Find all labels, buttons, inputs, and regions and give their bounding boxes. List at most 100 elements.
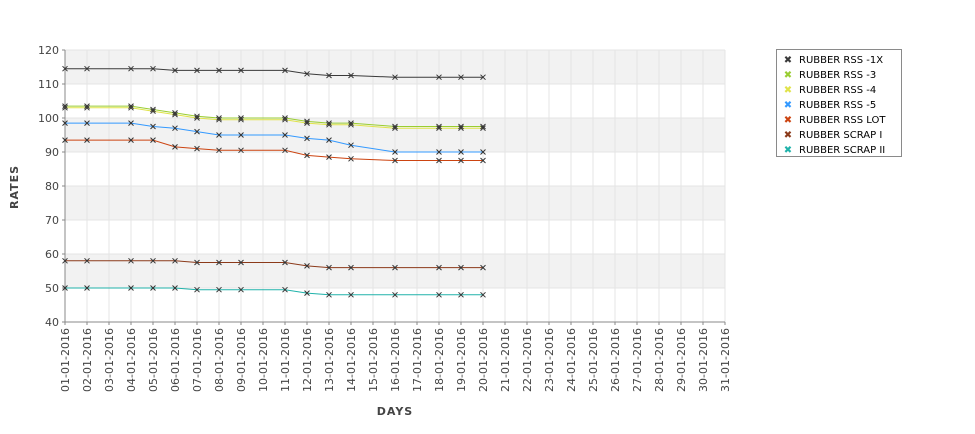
legend-item: ✖ RUBBER RSS -4	[777, 83, 901, 98]
series-line	[65, 139, 483, 161]
x-tick-label: 17-01-2016	[411, 328, 424, 392]
data-point	[326, 121, 332, 128]
x-tick-label: 05-01-2016	[147, 328, 160, 392]
data-point	[150, 137, 156, 143]
data-point	[216, 132, 222, 138]
data-point	[172, 285, 178, 291]
data-point	[458, 74, 464, 81]
data-point	[392, 264, 398, 271]
data-point	[348, 291, 354, 298]
legend-label: RUBBER RSS -1X	[799, 55, 884, 66]
data-point	[238, 147, 244, 154]
data-point	[172, 257, 178, 264]
data-point	[326, 291, 332, 298]
data-point	[392, 291, 398, 298]
data-point	[150, 285, 156, 291]
data-point	[172, 67, 178, 74]
x-tick-label: 29-01-2016	[675, 328, 688, 392]
x-tick-label: 24-01-2016	[565, 328, 578, 392]
data-point	[436, 74, 442, 81]
data-point	[238, 67, 244, 74]
x-tick-label: 16-01-2016	[389, 328, 402, 392]
data-point	[436, 291, 442, 298]
x-axis-label: DAYS	[377, 405, 413, 418]
data-point	[238, 115, 244, 121]
legend-label: RUBBER RSS -5	[799, 100, 877, 111]
x-tick-label: 06-01-2016	[169, 328, 182, 392]
legend-item: ✖ RUBBER RSS LOT	[777, 113, 901, 128]
y-axis-label: RATES	[8, 165, 21, 209]
data-point	[282, 147, 288, 154]
y-tick-label: 40	[45, 316, 59, 329]
legend-marker-icon: ✖	[783, 115, 793, 126]
x-tick-label: 12-01-2016	[301, 328, 314, 392]
data-point	[84, 120, 90, 126]
legend-label: RUBBER RSS LOT	[799, 115, 886, 126]
x-tick-label: 09-01-2016	[235, 328, 248, 392]
data-point	[480, 74, 486, 81]
x-tick-label: 21-01-2016	[499, 328, 512, 392]
data-point	[436, 125, 442, 132]
data-point	[348, 120, 354, 126]
x-tick-label: 13-01-2016	[323, 328, 336, 392]
data-point	[326, 120, 332, 126]
data-point	[194, 145, 200, 152]
data-point	[128, 120, 134, 126]
data-point	[392, 149, 398, 155]
x-tick-label: 20-01-2016	[477, 328, 490, 392]
legend-item: ✖ RUBBER RSS -3	[777, 68, 901, 83]
x-tick-label: 03-01-2016	[103, 328, 116, 392]
data-point	[150, 257, 156, 264]
data-point	[62, 120, 68, 126]
legend-marker-icon: ✖	[783, 130, 793, 141]
data-point	[216, 286, 222, 293]
data-point	[238, 116, 244, 123]
x-tick-label: 11-01-2016	[279, 328, 292, 392]
data-point	[304, 152, 310, 159]
x-tick-label: 30-01-2016	[697, 328, 710, 392]
data-point	[348, 155, 354, 162]
data-point	[194, 115, 200, 121]
data-point	[150, 65, 156, 72]
data-point	[84, 285, 90, 291]
data-point	[304, 118, 310, 125]
data-point	[480, 157, 486, 164]
data-point	[194, 128, 200, 135]
x-tick-label: 23-01-2016	[543, 328, 556, 392]
data-point	[392, 157, 398, 164]
legend-marker-icon: ✖	[783, 70, 793, 81]
data-point	[480, 125, 486, 132]
data-point	[480, 291, 486, 298]
data-point	[238, 286, 244, 293]
data-point	[172, 125, 178, 132]
data-point	[282, 67, 288, 74]
x-tick-label: 10-01-2016	[257, 328, 270, 392]
data-point	[172, 144, 178, 150]
data-point	[128, 104, 134, 111]
data-point	[348, 142, 354, 149]
x-tick-label: 07-01-2016	[191, 328, 204, 392]
series-line	[65, 122, 483, 153]
data-point	[348, 264, 354, 271]
data-point	[326, 154, 332, 160]
x-tick-label: 27-01-2016	[631, 328, 644, 392]
data-point	[282, 286, 288, 293]
data-point	[172, 110, 178, 116]
data-point	[62, 104, 68, 111]
data-point	[458, 125, 464, 132]
data-point	[128, 103, 134, 109]
series-line	[65, 105, 483, 127]
series-line	[65, 287, 483, 296]
data-point	[282, 115, 288, 121]
x-tick-label: 08-01-2016	[213, 328, 226, 392]
series-line	[65, 260, 483, 269]
data-point	[282, 132, 288, 138]
y-tick-label: 80	[45, 180, 59, 193]
data-point	[436, 264, 442, 271]
data-point	[348, 121, 354, 128]
data-point	[458, 149, 464, 155]
data-point	[480, 264, 486, 271]
legend-marker-icon: ✖	[783, 85, 793, 96]
data-point	[304, 120, 310, 126]
data-point	[62, 65, 68, 72]
